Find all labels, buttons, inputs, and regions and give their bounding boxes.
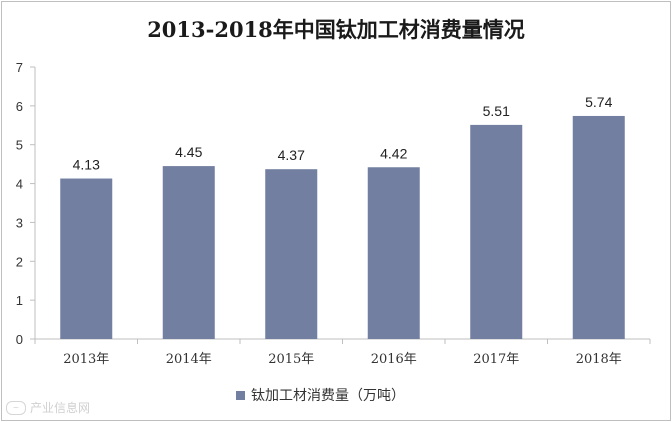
data-label: 5.74 — [585, 94, 612, 110]
legend: 钛加工材消费量（万吨） — [236, 385, 405, 405]
y-tick-label: 1 — [16, 293, 23, 308]
bar — [572, 115, 625, 340]
x-tick-label: 2018年 — [576, 352, 622, 367]
data-label: 5.51 — [483, 103, 510, 119]
x-tick-label: 2017年 — [473, 352, 519, 367]
y-tick-label: 2 — [16, 254, 23, 269]
x-tick-label: 2016年 — [371, 352, 417, 367]
y-tick-label: 5 — [16, 138, 23, 153]
data-label: 4.37 — [278, 147, 305, 163]
data-label: 4.42 — [380, 145, 407, 161]
x-tick-label: 2013年 — [63, 352, 109, 367]
legend-label: 钛加工材消费量（万吨） — [251, 388, 405, 404]
x-tick-label: 2014年 — [166, 352, 212, 367]
data-label: 4.13 — [73, 157, 100, 173]
watermark: ~ 产业信息网 — [6, 399, 90, 416]
watermark-text: 产业信息网 — [30, 401, 91, 415]
bar — [367, 167, 420, 339]
x-tick-label: 2015年 — [268, 352, 314, 367]
y-tick-label: 6 — [16, 99, 23, 114]
chart-title: 2013-2018年中国钛加工材消费量情况 — [147, 17, 525, 42]
legend-swatch — [236, 390, 245, 400]
bar — [60, 178, 113, 339]
y-tick-label: 7 — [16, 60, 23, 75]
data-label: 4.45 — [175, 144, 202, 160]
watermark-logo-icon: ~ — [6, 400, 26, 415]
bar — [162, 166, 215, 339]
bar — [470, 124, 523, 339]
y-tick-label: 3 — [16, 215, 23, 230]
bar — [265, 169, 318, 339]
y-tick-label: 0 — [16, 332, 23, 347]
y-tick-label: 4 — [16, 177, 23, 192]
